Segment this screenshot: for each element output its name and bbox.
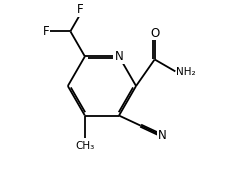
Text: N: N xyxy=(115,50,123,63)
Text: O: O xyxy=(150,26,159,40)
Text: F: F xyxy=(77,3,84,16)
Text: N: N xyxy=(158,129,167,142)
Text: F: F xyxy=(43,25,50,38)
Text: NH₂: NH₂ xyxy=(176,67,196,77)
Text: CH₃: CH₃ xyxy=(75,141,94,151)
